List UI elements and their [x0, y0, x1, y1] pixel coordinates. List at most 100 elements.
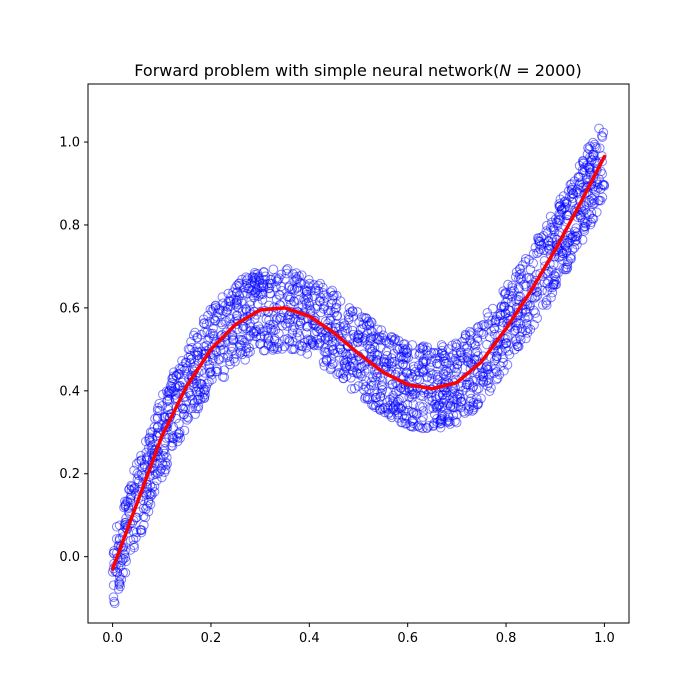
scatter-point [219, 332, 229, 342]
scatter-point [514, 273, 524, 284]
scatter-point [360, 382, 371, 392]
scatter-point [472, 323, 483, 333]
scatter-point [424, 394, 434, 405]
scatter-point [253, 291, 264, 301]
scatter-point [434, 359, 445, 369]
scatter-point [567, 233, 578, 243]
scatter-point [489, 323, 500, 334]
scatter-point [461, 382, 471, 393]
scatter-point [506, 297, 517, 307]
scatter-point [111, 521, 122, 532]
scatter-point [502, 332, 513, 343]
scatter-point [407, 340, 418, 350]
scatter-point [167, 377, 177, 388]
scatter-point [500, 288, 510, 298]
scatter-point [473, 398, 484, 408]
scatter-point [412, 408, 422, 419]
scatter-point [265, 278, 275, 289]
scatter-point [318, 357, 329, 367]
scatter-point [282, 291, 293, 302]
scatter-point [210, 315, 220, 326]
scatter-point [577, 235, 588, 245]
scatter-point [120, 500, 130, 511]
scatter-point [274, 338, 284, 349]
scatter-point [536, 232, 547, 243]
scatter-point [260, 345, 270, 356]
scatter-point [242, 288, 252, 299]
scatter-point [136, 525, 146, 536]
scatter-point [196, 346, 207, 357]
scatter-point [152, 405, 163, 416]
scatter-point [136, 455, 147, 466]
scatter-point [189, 399, 199, 409]
scatter-point [224, 356, 235, 367]
scatter-point [315, 292, 326, 303]
scatter-point [401, 411, 412, 422]
plot-frame [87, 83, 630, 624]
scatter-point [257, 288, 267, 298]
scatter-point [483, 375, 493, 385]
scatter-point [134, 470, 144, 481]
scatter-point [576, 177, 586, 187]
scatter-point [407, 392, 417, 403]
scatter-point [440, 393, 451, 403]
scatter-point [520, 304, 531, 315]
scatter-point [116, 574, 127, 585]
scatter-point [230, 283, 241, 293]
scatter-point [245, 346, 255, 357]
scatter-point [393, 344, 403, 355]
scatter-point [160, 448, 170, 459]
scatter-point [214, 355, 225, 365]
scatter-point [225, 301, 236, 311]
scatter-point [292, 327, 303, 338]
scatter-point [399, 413, 410, 424]
scatter-point [512, 341, 523, 351]
scatter-point [321, 354, 332, 365]
scatter-point [293, 317, 303, 327]
scatter-point [522, 312, 533, 323]
scatter-point [191, 403, 201, 414]
scatter-point [249, 267, 260, 278]
x-tick-label: 0.4 [299, 631, 320, 646]
scatter-point [439, 350, 450, 361]
scatter-point [213, 354, 224, 364]
scatter-point [289, 296, 299, 306]
scatter-point [284, 335, 294, 346]
scatter-point [291, 268, 302, 278]
scatter-point [323, 308, 334, 318]
scatter-point [367, 317, 377, 328]
scatter-point [114, 579, 125, 590]
scatter-point [400, 344, 411, 355]
scatter-point [294, 340, 305, 351]
scatter-point [595, 184, 606, 194]
scatter-point [359, 366, 370, 376]
scatter-point [515, 334, 526, 345]
scatter-point [111, 534, 122, 544]
scatter-point [321, 347, 331, 358]
scatter-point [205, 368, 215, 378]
scatter-point [331, 290, 342, 301]
scatter-point [128, 534, 139, 544]
scatter-point [383, 409, 394, 419]
scatter-point [144, 435, 155, 446]
y-tick-label: 0.0 [59, 550, 80, 565]
scatter-point [325, 315, 335, 326]
scatter-point [486, 326, 497, 336]
scatter-point [187, 395, 198, 405]
scatter-point [158, 446, 169, 456]
scatter-point [352, 367, 362, 378]
scatter-point [471, 384, 482, 395]
scatter-point [473, 383, 484, 394]
scatter-point [232, 287, 242, 298]
scatter-point [542, 220, 552, 231]
scatter-point [532, 286, 543, 297]
scatter-point [212, 364, 222, 374]
scatter-point [359, 385, 369, 395]
scatter-point [328, 290, 338, 301]
scatter-point [173, 428, 184, 439]
scatter-point [183, 344, 194, 354]
scatter-point [554, 199, 564, 209]
scatter-point [372, 324, 383, 335]
scatter-point [434, 400, 444, 411]
scatter-point [475, 370, 485, 381]
